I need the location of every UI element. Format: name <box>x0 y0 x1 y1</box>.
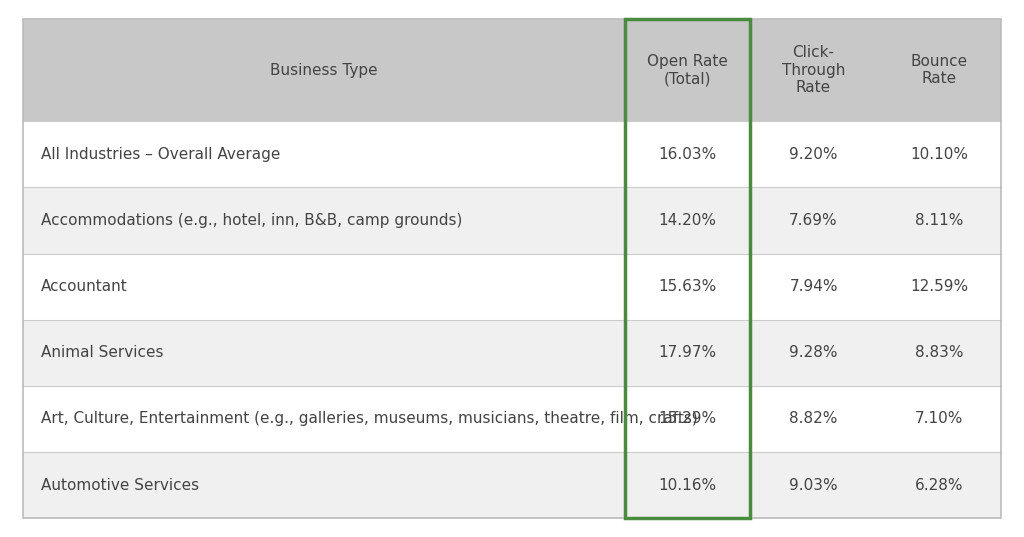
Text: 17.97%: 17.97% <box>658 345 717 360</box>
Bar <box>23 253 1001 320</box>
Bar <box>23 19 1001 121</box>
Text: 9.28%: 9.28% <box>790 345 838 360</box>
Text: 8.83%: 8.83% <box>915 345 964 360</box>
Text: 16.03%: 16.03% <box>658 147 717 162</box>
Text: Click-
Through
Rate: Click- Through Rate <box>782 45 845 95</box>
Text: 7.94%: 7.94% <box>790 279 838 294</box>
Text: Accountant: Accountant <box>41 279 128 294</box>
Bar <box>23 121 1001 187</box>
Bar <box>23 452 1001 518</box>
Bar <box>23 386 1001 452</box>
Text: Automotive Services: Automotive Services <box>41 477 199 492</box>
Text: Animal Services: Animal Services <box>41 345 164 360</box>
Bar <box>625 19 750 518</box>
Bar <box>23 187 1001 253</box>
Text: 7.10%: 7.10% <box>915 411 964 426</box>
Text: Bounce
Rate: Bounce Rate <box>910 54 968 86</box>
Text: 7.69%: 7.69% <box>790 213 838 228</box>
Text: Open Rate
(Total): Open Rate (Total) <box>647 54 728 86</box>
Text: 15.29%: 15.29% <box>658 411 717 426</box>
Text: All Industries – Overall Average: All Industries – Overall Average <box>41 147 281 162</box>
Text: Business Type: Business Type <box>269 62 378 77</box>
Text: 9.03%: 9.03% <box>790 477 838 492</box>
Text: 8.82%: 8.82% <box>790 411 838 426</box>
Text: 14.20%: 14.20% <box>658 213 716 228</box>
Text: 10.16%: 10.16% <box>658 477 717 492</box>
Text: 9.20%: 9.20% <box>790 147 838 162</box>
Bar <box>23 320 1001 386</box>
Text: 6.28%: 6.28% <box>915 477 964 492</box>
Text: 15.63%: 15.63% <box>658 279 717 294</box>
Text: Art, Culture, Entertainment (e.g., galleries, museums, musicians, theatre, film,: Art, Culture, Entertainment (e.g., galle… <box>41 411 697 426</box>
Text: Accommodations (e.g., hotel, inn, B&B, camp grounds): Accommodations (e.g., hotel, inn, B&B, c… <box>41 213 462 228</box>
Text: 10.10%: 10.10% <box>910 147 969 162</box>
Text: 8.11%: 8.11% <box>915 213 964 228</box>
Text: 12.59%: 12.59% <box>910 279 969 294</box>
